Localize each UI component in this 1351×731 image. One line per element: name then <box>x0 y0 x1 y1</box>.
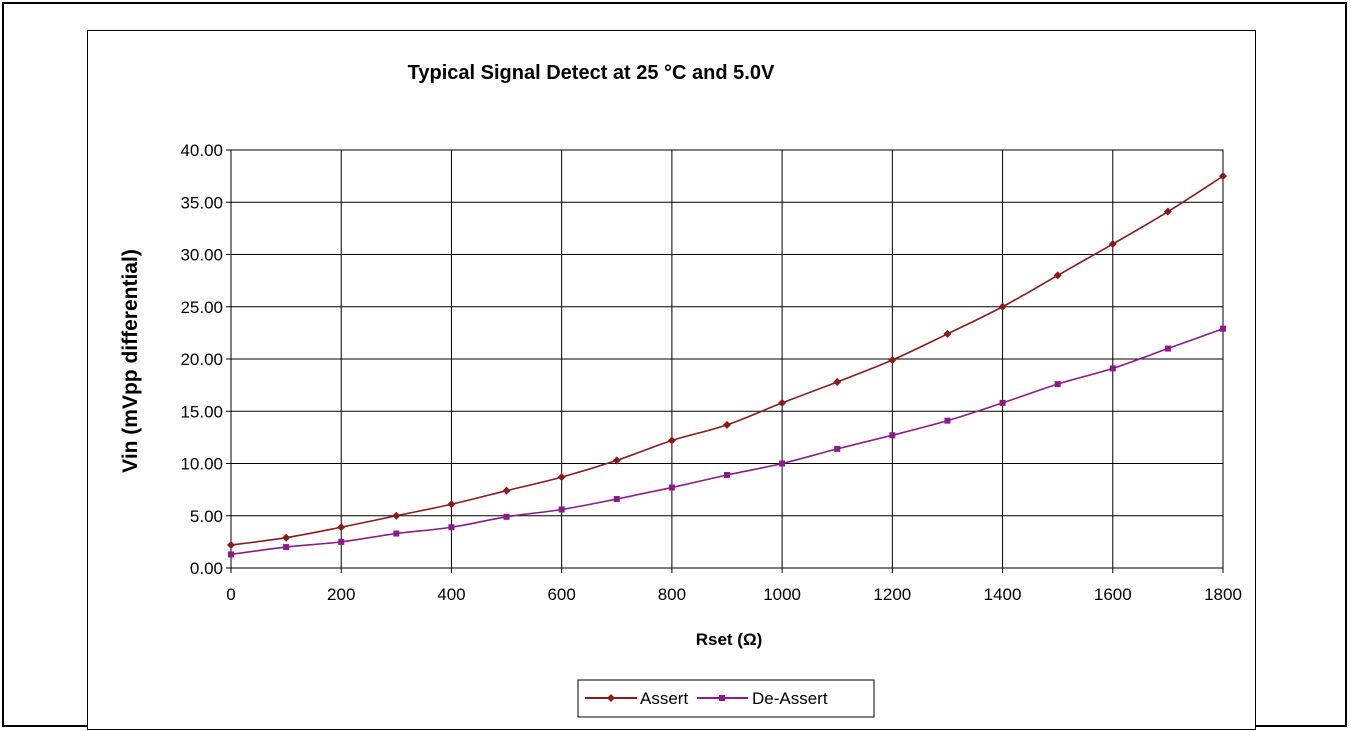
line-chart: Typical Signal Detect at 25 °C and 5.0V … <box>119 62 1242 718</box>
point-assert <box>282 533 291 542</box>
point-de-assert <box>668 484 675 491</box>
point-assert <box>998 302 1007 311</box>
point-de-assert <box>1054 381 1061 388</box>
legend-deassert-marker <box>719 695 725 701</box>
point-de-assert <box>1109 365 1116 372</box>
point-de-assert <box>999 399 1006 406</box>
point-assert <box>612 456 621 465</box>
y-axis-title: Vin (mVpp differential) <box>119 249 142 473</box>
point-assert <box>1219 172 1227 181</box>
point-assert <box>833 377 842 386</box>
x-tick-label: 1600 <box>1094 585 1132 604</box>
y-tick-label: 10.00 <box>180 455 223 474</box>
point-de-assert <box>558 506 565 513</box>
point-assert <box>723 420 731 429</box>
x-tick-label: 800 <box>658 585 686 604</box>
y-tick-label: 15.00 <box>180 402 223 421</box>
point-de-assert <box>1220 325 1226 332</box>
y-axis: 0.00 5.00 10.00 15.00 20.00 25.00 30.00 35.00 40… <box>180 141 231 578</box>
legend-assert-marker <box>607 694 615 702</box>
point-de-assert <box>613 496 620 503</box>
y-tick-label: 35.00 <box>180 193 223 212</box>
point-de-assert <box>503 513 510 520</box>
point-assert <box>557 473 566 482</box>
x-tick-label: 400 <box>437 585 465 604</box>
point-de-assert <box>448 524 455 531</box>
point-de-assert <box>834 445 841 452</box>
point-de-assert <box>283 544 290 551</box>
y-tick-label: 25.00 <box>180 298 223 317</box>
legend-assert-label: Assert <box>640 689 688 708</box>
x-tick-label: 1400 <box>984 585 1022 604</box>
x-tick-label: 200 <box>327 585 355 604</box>
point-de-assert <box>228 551 234 558</box>
x-tick-label: 1800 <box>1204 585 1242 604</box>
legend: Assert De-Assert <box>577 679 875 718</box>
y-tick-label: 5.00 <box>190 507 223 526</box>
point-assert <box>1108 240 1117 249</box>
grid <box>230 149 1224 569</box>
point-assert <box>1163 207 1172 216</box>
point-assert <box>447 500 456 509</box>
point-assert <box>392 511 401 520</box>
x-axis-title: Rset (Ω) <box>696 630 763 649</box>
point-de-assert <box>1164 345 1171 352</box>
series-layer <box>227 172 1227 558</box>
point-assert <box>227 541 235 550</box>
point-de-assert <box>944 417 951 424</box>
point-assert <box>502 486 511 495</box>
point-de-assert <box>338 538 345 545</box>
point-assert <box>888 356 897 365</box>
point-assert <box>778 398 787 407</box>
x-tick-label: 0 <box>226 585 235 604</box>
x-axis: 0 200 400 600 800 1000 1200 1400 1600 1800 <box>226 568 1242 604</box>
x-tick-label: 600 <box>547 585 575 604</box>
point-assert <box>337 523 346 532</box>
point-assert <box>667 436 676 445</box>
series-line-assert <box>230 175 1224 546</box>
y-tick-label: 30.00 <box>180 246 223 265</box>
series-line-de-assert <box>230 327 1224 556</box>
chart-frame: Typical Signal Detect at 25 °C and 5.0V … <box>87 30 1256 730</box>
x-tick-label: 1200 <box>873 585 911 604</box>
y-tick-label: 0.00 <box>190 559 223 578</box>
point-de-assert <box>393 530 400 537</box>
point-assert <box>1053 271 1062 280</box>
x-tick-label: 1000 <box>763 585 801 604</box>
point-assert <box>943 329 952 338</box>
chart-title: Typical Signal Detect at 25 °C and 5.0V <box>408 62 775 84</box>
point-de-assert <box>889 432 896 439</box>
y-tick-label: 40.00 <box>180 141 223 160</box>
point-de-assert <box>779 460 786 467</box>
y-tick-label: 20.00 <box>180 350 223 369</box>
legend-deassert-label: De-Assert <box>752 689 828 708</box>
point-de-assert <box>724 471 730 478</box>
